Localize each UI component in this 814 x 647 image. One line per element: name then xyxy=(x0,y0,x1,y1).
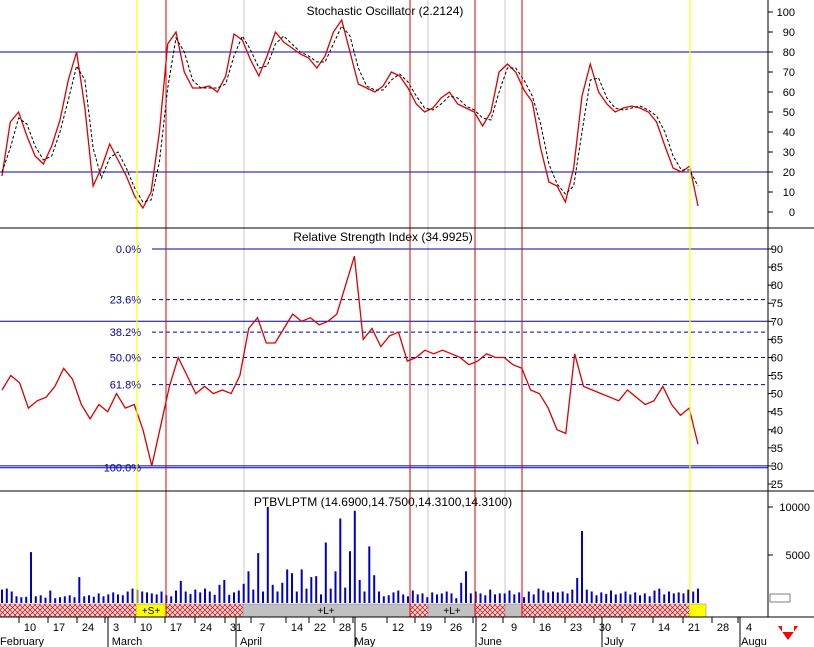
y-tick-label: 65 xyxy=(771,334,783,346)
y-tick-label: 0 xyxy=(789,207,795,219)
y-tick-label: 100 xyxy=(777,7,795,19)
stochastic-line xyxy=(1,18,699,210)
x-day-label: 22 xyxy=(314,622,326,634)
x-day-label: 16 xyxy=(539,622,551,634)
y-tick-label: 80 xyxy=(771,280,783,292)
x-day-label: 12 xyxy=(392,622,404,634)
band-label: +L+ xyxy=(317,606,334,617)
y-tick-label: 5000 xyxy=(786,550,810,562)
vertical-markers xyxy=(136,0,691,617)
stochastic-signal-line xyxy=(1,25,699,203)
x-day-label: 19 xyxy=(420,622,432,634)
x-day-label: 26 xyxy=(450,622,462,634)
fibonacci-label: 50.0% xyxy=(110,352,141,364)
y-tick-label: 80 xyxy=(783,47,795,59)
band-label: +S+ xyxy=(142,606,161,617)
x-day-label: 28 xyxy=(339,622,351,634)
volume-title: PTBVLPTM (14.6900,14.7500,14.3100,14.310… xyxy=(254,495,512,509)
y-tick-label: 20 xyxy=(783,167,795,179)
rsi-line xyxy=(1,256,699,467)
y-tick-label: 50 xyxy=(771,389,783,401)
y-tick-label: 30 xyxy=(771,461,783,473)
y-tick-label: 45 xyxy=(771,407,783,419)
background-layer xyxy=(243,0,506,603)
down-arrow-icon xyxy=(778,626,798,640)
x-day-label: 24 xyxy=(82,622,94,634)
band-segment xyxy=(521,603,691,618)
x-month-label: May xyxy=(355,636,376,647)
x-day-label: 30 xyxy=(599,622,611,634)
x-day-label: 4 xyxy=(746,622,752,634)
x-day-label: 24 xyxy=(200,622,212,634)
x-day-label: 3 xyxy=(113,622,119,634)
x-month-label: March xyxy=(112,636,143,647)
volume-panel: PTBVLPTM (14.6900,14.7500,14.3100,14.310… xyxy=(1,495,810,603)
x-day-label: 14 xyxy=(291,622,303,634)
rsi-panel: Relative Strength Index (34.9925) 25 30 35… xyxy=(0,230,783,491)
x-day-label: 7 xyxy=(259,622,265,634)
y-tick-label: 35 xyxy=(771,443,783,455)
x-day-label: 14 xyxy=(658,622,670,634)
volume-bars xyxy=(1,507,699,603)
stochastic-title: Stochastic Oscillator (2.2124) xyxy=(307,4,464,18)
stochastic-y-axis: 0 10 20 30 40 50 60 70 80 90 100 xyxy=(0,7,795,219)
x-day-label: 5 xyxy=(361,622,367,634)
x-day-label: 23 xyxy=(570,622,582,634)
y-tick-label: 40 xyxy=(783,127,795,139)
x-day-label: 21 xyxy=(688,622,700,634)
x-day-label: 2 xyxy=(481,622,487,634)
signal-band: +S+ +L+ +L+ xyxy=(0,593,791,618)
y-tick-label: 90 xyxy=(783,27,795,39)
band-legend-box xyxy=(769,593,791,603)
y-tick-label: 75 xyxy=(771,298,783,310)
rsi-title: Relative Strength Index (34.9925) xyxy=(293,230,472,244)
fibonacci-levels: 0.0% 23.6% 38.2% 50.0% 61.8% 100.0% xyxy=(0,244,768,475)
fibonacci-label: 61.8% xyxy=(110,380,141,392)
y-tick-label: 50 xyxy=(783,107,795,119)
fibonacci-label: 100.0% xyxy=(104,463,142,475)
x-month-label: February xyxy=(0,636,45,647)
band-label: +L+ xyxy=(443,606,460,617)
stochastic-panel: Stochastic Oscillator (2.2124) 0 10 20 30 40… xyxy=(0,4,795,219)
y-tick-label: 25 xyxy=(771,479,783,491)
y-tick-label: 40 xyxy=(771,425,783,437)
y-tick-label: 85 xyxy=(771,262,783,274)
x-day-label: 10 xyxy=(140,622,152,634)
fibonacci-label: 23.6% xyxy=(110,295,141,307)
x-month-label: June xyxy=(478,636,502,647)
x-month-label: July xyxy=(604,636,624,647)
y-tick-label: 70 xyxy=(783,67,795,79)
x-day-label: 9 xyxy=(511,622,517,634)
band-segment xyxy=(409,603,429,618)
y-tick-label: 70 xyxy=(771,316,783,328)
y-tick-label: 10000 xyxy=(779,502,810,514)
volume-y-axis: 5000 10000 xyxy=(768,502,810,562)
panel-frame xyxy=(0,0,814,618)
x-day-label: 10 xyxy=(24,622,36,634)
x-day-label: 28 xyxy=(717,622,729,634)
y-tick-label: 30 xyxy=(783,147,795,159)
x-day-label: 7 xyxy=(630,622,636,634)
fibonacci-label: 38.2% xyxy=(110,327,141,339)
x-day-label: 17 xyxy=(170,622,182,634)
y-tick-label: 90 xyxy=(771,244,783,256)
y-tick-label: 10 xyxy=(783,187,795,199)
x-day-label: 17 xyxy=(53,622,65,634)
y-tick-label: 60 xyxy=(771,352,783,364)
band-segment xyxy=(165,603,244,618)
band-segment xyxy=(504,603,523,618)
x-month-label: Augu xyxy=(741,636,767,647)
fibonacci-label: 0.0% xyxy=(116,244,141,256)
y-tick-label: 55 xyxy=(771,371,783,383)
band-segment xyxy=(689,603,707,618)
y-tick-label: 60 xyxy=(783,87,795,99)
band-segment xyxy=(0,603,138,618)
x-axis: 10 17 24 3 10 17 24 31 7 14 22 28 5 12 19 26 2 9 16 23 30 7 14… xyxy=(0,617,767,647)
rsi-y-axis: 25 30 35 40 45 50 55 60 65 70 75 80 85 90 xyxy=(0,244,783,491)
x-month-label: April xyxy=(240,636,262,647)
stochastic-series xyxy=(1,18,699,210)
band-segment xyxy=(474,603,506,618)
rsi-series xyxy=(1,256,699,467)
